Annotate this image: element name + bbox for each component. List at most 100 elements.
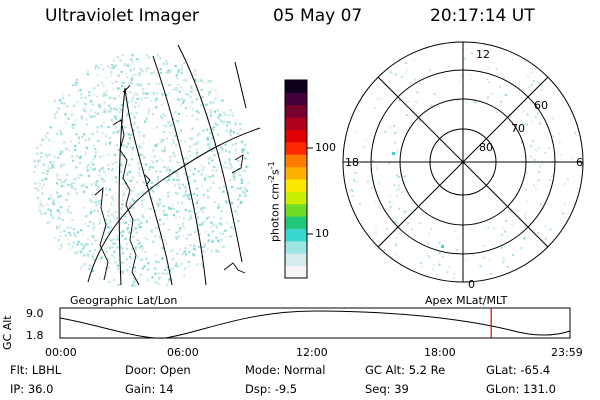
- emission-pixel: [216, 109, 219, 112]
- time-label: 20:17:14 UT: [430, 6, 535, 26]
- emission-pixel: [150, 72, 153, 75]
- emission-pixel: [39, 144, 42, 147]
- emission-pixel: [185, 92, 188, 96]
- emission-pixel: [126, 228, 129, 231]
- emission-pixel: [243, 185, 246, 188]
- emission-pixel: [193, 180, 196, 183]
- emission-pixel: [150, 99, 153, 102]
- emission-pixel: [134, 73, 137, 76]
- polar-emission-pixel: [432, 267, 435, 270]
- emission-pixel: [108, 137, 112, 140]
- emission-pixel: [64, 234, 67, 237]
- emission-pixel: [178, 186, 181, 189]
- polar-emission-pixel: [532, 184, 535, 187]
- emission-pixel: [139, 82, 142, 85]
- emission-pixel: [135, 93, 138, 96]
- emission-pixel: [92, 93, 95, 96]
- footer-ip: IP: 36.0: [10, 383, 53, 396]
- emission-pixel: [176, 161, 179, 164]
- emission-pixel: [57, 209, 60, 212]
- emission-pixel: [140, 97, 143, 100]
- emission-pixel: [141, 199, 144, 202]
- emission-pixel: [133, 281, 136, 284]
- emission-pixel: [128, 137, 131, 140]
- emission-pixel: [109, 226, 112, 230]
- emission-pixel: [174, 171, 177, 174]
- polar-emission-pixel: [536, 112, 539, 115]
- colorbar-swatch: [285, 265, 307, 279]
- emission-pixel: [45, 177, 48, 180]
- emission-pixel: [218, 117, 221, 120]
- emission-pixel: [116, 268, 119, 271]
- emission-pixel: [135, 231, 138, 234]
- polar-emission-pixel: [500, 246, 503, 249]
- emission-pixel: [159, 276, 162, 279]
- emission-pixel: [90, 211, 93, 214]
- polar-emission-pixel: [502, 226, 505, 229]
- polar-emission-pixel: [394, 73, 397, 76]
- emission-pixel: [122, 230, 125, 233]
- emission-pixel: [96, 126, 99, 129]
- emission-pixel: [165, 60, 168, 63]
- emission-pixel: [231, 143, 234, 146]
- emission-pixel: [130, 158, 134, 161]
- emission-pixel: [159, 57, 162, 60]
- emission-pixel: [243, 169, 246, 173]
- polar-emission-pixel: [401, 75, 404, 78]
- emission-pixel: [165, 71, 168, 74]
- emission-pixel: [159, 223, 162, 227]
- emission-pixel: [186, 94, 189, 97]
- emission-pixel: [215, 224, 218, 227]
- polar-emission-pixel: [436, 218, 439, 221]
- polar-emission-pixel: [400, 76, 402, 79]
- emission-pixel: [121, 247, 124, 250]
- seq-key: Seq:: [365, 382, 391, 396]
- emission-pixel: [102, 84, 105, 87]
- emission-pixel: [87, 267, 91, 270]
- emission-pixel: [137, 223, 140, 226]
- emission-pixel: [90, 208, 93, 211]
- emission-pixel: [80, 117, 84, 120]
- emission-pixel: [132, 235, 135, 239]
- polar-emission-pixel: [413, 58, 416, 61]
- emission-pixel: [167, 121, 170, 124]
- emission-pixel: [205, 217, 208, 220]
- polar-emission-pixel: [549, 228, 552, 231]
- emission-pixel: [202, 193, 205, 197]
- emission-pixel: [231, 186, 234, 189]
- emission-pixel: [34, 165, 37, 168]
- polar-emission-pixel: [388, 201, 391, 204]
- emission-pixel: [167, 69, 170, 72]
- footer-filter: Flt: LBHL: [10, 364, 61, 377]
- emission-pixel: [153, 254, 157, 257]
- emission-pixel: [139, 225, 142, 229]
- emission-pixel: [244, 192, 247, 195]
- emission-pixel: [138, 131, 141, 134]
- polar-emission-pixel: [532, 80, 535, 83]
- emission-pixel: [105, 134, 108, 137]
- polar-emission-pixel: [504, 94, 507, 96]
- emission-pixel: [145, 69, 148, 72]
- emission-pixel: [73, 182, 76, 185]
- emission-pixel: [66, 209, 69, 212]
- polar-emission-pixel: [534, 163, 537, 166]
- emission-pixel: [46, 131, 49, 135]
- emission-pixel: [120, 104, 123, 107]
- emission-pixel: [220, 222, 223, 225]
- polar-emission-pixel: [360, 219, 363, 222]
- altitude-curve: [59, 310, 571, 339]
- polar-emission-pixel: [405, 62, 408, 65]
- emission-pixel: [84, 96, 87, 100]
- emission-pixel: [211, 174, 214, 177]
- emission-pixel: [131, 197, 134, 201]
- emission-pixel: [65, 173, 69, 176]
- emission-pixel: [175, 210, 178, 213]
- emission-pixel: [232, 131, 235, 134]
- emission-pixel: [116, 238, 119, 241]
- emission-pixel: [120, 163, 123, 166]
- emission-pixel: [56, 173, 59, 176]
- emission-pixel: [105, 194, 108, 197]
- emission-pixel: [176, 252, 179, 255]
- polar-emission-pixel: [502, 211, 505, 214]
